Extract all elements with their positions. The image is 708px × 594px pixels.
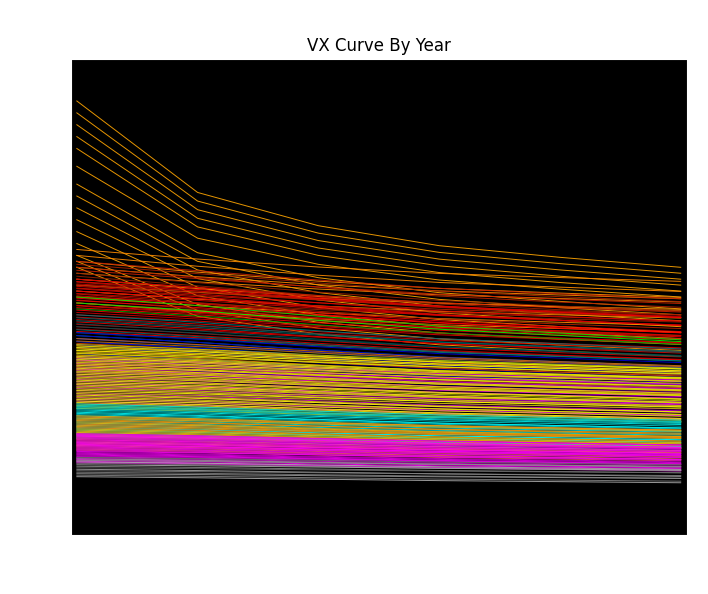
X-axis label: Futures Month (1-6): Futures Month (1-6) bbox=[304, 564, 454, 579]
Y-axis label: Volatility %: Volatility % bbox=[23, 254, 38, 340]
Title: VX Curve By Year: VX Curve By Year bbox=[307, 37, 451, 55]
